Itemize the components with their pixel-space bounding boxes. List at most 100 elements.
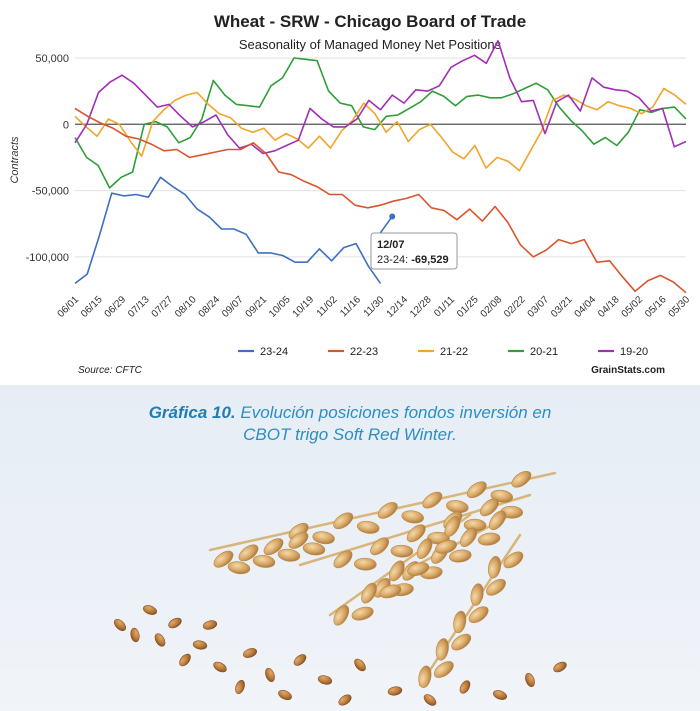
wheat-photo <box>113 470 567 706</box>
wheat-ears <box>213 470 532 688</box>
tooltip-date: 12/07 <box>377 239 405 251</box>
wheat-spikelet <box>401 510 424 524</box>
figure-caption: Gráfica 10. Evolución posiciones fondos … <box>0 402 700 446</box>
wheat-spikelet <box>277 548 301 562</box>
wheat-spikelet <box>479 498 499 517</box>
x-tick-label: 03/21 <box>549 294 575 320</box>
wheat-spikelet <box>238 544 259 562</box>
wheat-spikelet <box>333 550 353 569</box>
x-tick-label: 08/10 <box>173 294 199 320</box>
chart-title: Wheat - SRW - Chicago Board of Trade <box>214 12 526 31</box>
wheat-spikelet <box>486 578 506 596</box>
chart-svg: Wheat - SRW - Chicago Board of Trade Sea… <box>9 12 692 376</box>
x-tick-label: 07/13 <box>126 294 152 320</box>
wheat-spikelet <box>449 549 472 563</box>
wheat-spikelet <box>468 606 489 624</box>
wheat-seed <box>202 620 218 630</box>
wheat-spikelet <box>444 516 461 537</box>
x-tick-label: 06/29 <box>103 294 129 320</box>
wheat-seed <box>423 694 437 706</box>
wheat-spikelet <box>511 470 532 488</box>
x-tick-label: 04/18 <box>596 294 622 320</box>
x-tick-label: 01/11 <box>432 294 457 319</box>
source-note: Source: CFTC <box>78 365 143 376</box>
wheat-spikelet <box>451 633 472 651</box>
caption-line-1: Evolución posiciones fondos inversión en <box>240 403 552 422</box>
y-axis-label: Contracts <box>9 136 21 184</box>
wheat-seed <box>130 627 140 643</box>
wheat-seed <box>525 673 535 687</box>
wheat-spikelet <box>453 610 467 634</box>
wheat-spikelet <box>213 550 234 568</box>
wheat-seed <box>493 690 507 700</box>
wheat-seed <box>278 689 292 701</box>
caption-label: Gráfica 10. <box>148 403 236 422</box>
x-tick-label: 02/22 <box>502 294 528 320</box>
legend-label-20-21: 20-21 <box>530 346 558 358</box>
x-tick-label: 06/15 <box>79 294 105 320</box>
x-tick-label: 12/14 <box>385 294 411 320</box>
wheat-spikelet <box>416 538 433 559</box>
legend-label-19-20: 19-20 <box>620 346 648 358</box>
chart-panel: Wheat - SRW - Chicago Board of Trade Sea… <box>9 12 693 376</box>
wheat-spikelet <box>388 560 405 582</box>
wheat-spikelet <box>370 537 390 556</box>
wheat-seed <box>213 661 227 673</box>
wheat-spikelet <box>477 532 501 546</box>
wheat-spikelet <box>433 661 454 678</box>
wheat-spikelet <box>407 562 430 576</box>
wheat-seed <box>143 605 157 615</box>
lower-panel <box>0 385 700 711</box>
series-line-19-20 <box>74 39 687 155</box>
wheat-spikelet <box>466 481 487 499</box>
tooltip-value: 23-24: -69,529 <box>377 254 449 266</box>
wheat-spikelet <box>488 510 507 531</box>
tooltip-series-label: 23-24: <box>377 254 411 266</box>
y-tick-label: 0 <box>63 119 69 131</box>
x-tick-label: 11/30 <box>362 294 387 319</box>
caption-line-2: CBOT trigo Soft Red Winter. <box>243 425 457 444</box>
wheat-seed <box>179 653 191 667</box>
wheat-seed <box>317 675 333 685</box>
x-tick-label: 10/05 <box>267 294 293 320</box>
series-line-22-23 <box>74 107 687 294</box>
series-line-23-24 <box>74 176 382 285</box>
wheat-spikelet <box>379 584 402 599</box>
wheat-spikelet <box>470 583 484 606</box>
wheat-spikelet <box>354 557 377 571</box>
wheat-seed <box>168 617 182 629</box>
wheat-seed <box>265 668 275 682</box>
x-tick-label: 12/28 <box>408 294 434 320</box>
wheat-seed <box>113 618 127 632</box>
tooltip-layer: 12/07 23-24: -69,529 <box>370 212 458 270</box>
wheat-spikelet <box>435 540 457 554</box>
wheat-spikelet <box>390 544 414 558</box>
wheat-spikelet <box>422 491 443 509</box>
x-tick-label: 06/01 <box>56 294 82 320</box>
grid-layer <box>75 57 686 258</box>
x-tick-label: 05/02 <box>620 294 646 320</box>
wheat-seed <box>293 654 307 666</box>
wheat-spikelet <box>361 582 377 604</box>
x-tick-label: 11/02 <box>315 294 340 319</box>
wheat-seed <box>387 686 403 696</box>
y-tick-label: -100,000 <box>26 252 69 264</box>
wheat-seed <box>235 680 245 694</box>
wheat-spikelet <box>288 532 309 549</box>
wheat-spikelet <box>503 551 524 569</box>
legend: 23-24 22-23 21-22 20-21 19-20 <box>238 346 648 358</box>
x-tick-label: 02/08 <box>479 294 505 320</box>
wheat-spikelet <box>263 538 284 556</box>
x-tick-label: 09/07 <box>220 294 246 320</box>
x-tick-label: 01/25 <box>455 294 481 320</box>
wheat-seed <box>459 680 471 694</box>
wheat-seed <box>354 658 366 672</box>
wheat-spikelet <box>302 542 326 556</box>
x-tick-label: 03/07 <box>526 294 552 320</box>
chart-subtitle: Seasonality of Managed Money Net Positio… <box>239 37 502 52</box>
legend-label-23-24: 23-24 <box>260 346 288 358</box>
wheat-spikelet <box>312 531 335 545</box>
wheat-spikelet <box>333 604 350 626</box>
wheat-seed <box>243 648 257 658</box>
wheat-spikelet <box>351 606 374 621</box>
